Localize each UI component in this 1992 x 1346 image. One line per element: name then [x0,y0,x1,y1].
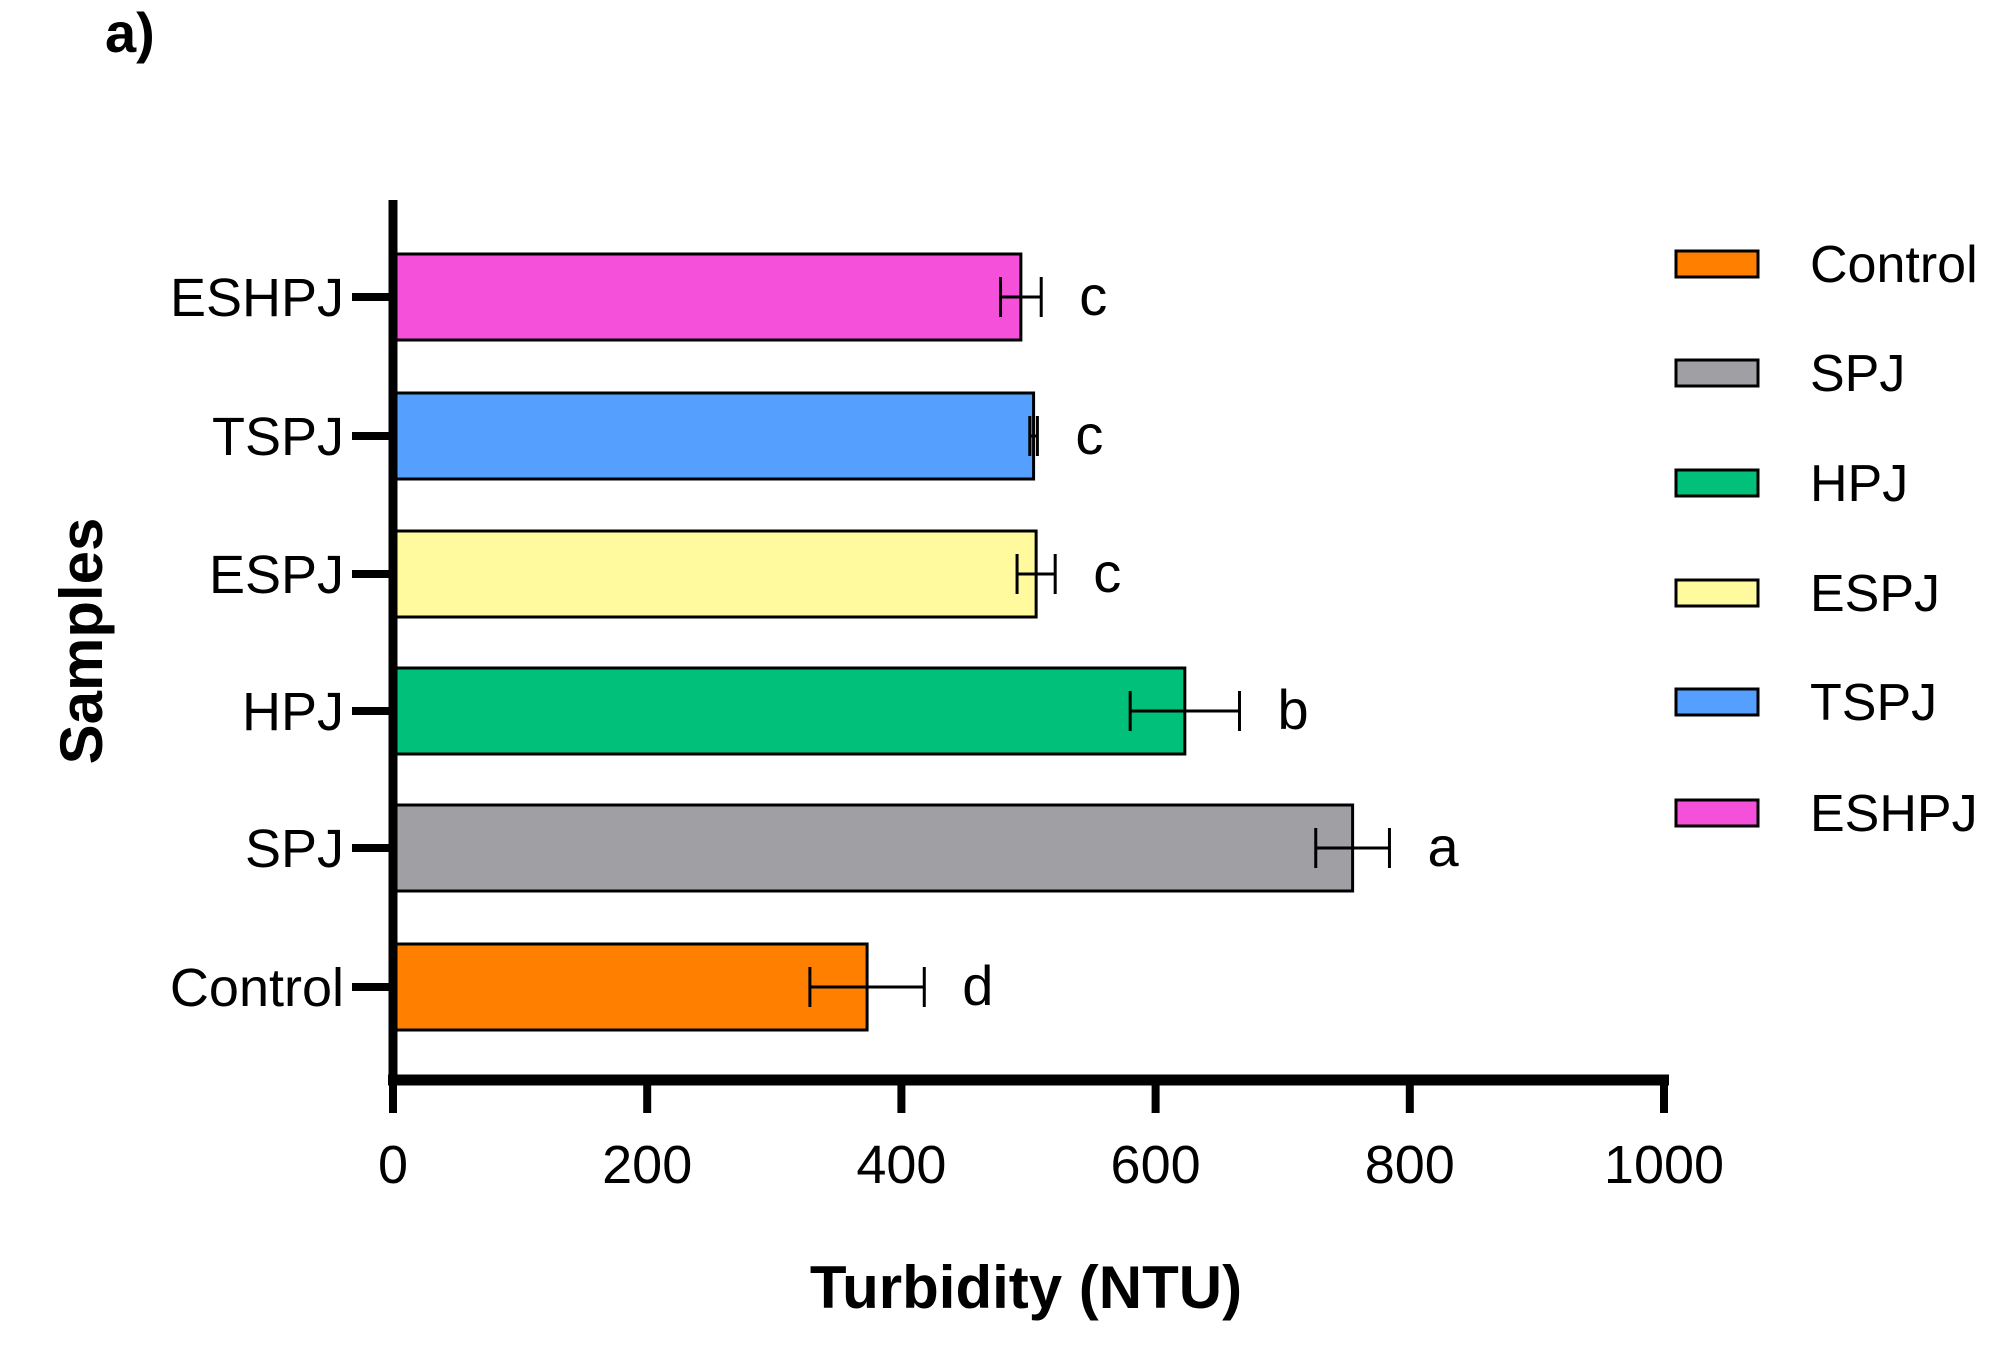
x-tick-label: 0 [378,1135,408,1195]
significance-letter: d [962,954,993,1017]
y-tick-label: SPJ [245,819,344,879]
bar-espj [391,529,1038,619]
significance-letter: a [1427,815,1459,878]
legend-swatch-spj [1674,358,1760,388]
legend-label: TSPJ [1810,674,1937,732]
x-tick-label: 400 [856,1135,946,1195]
bar-hpj [391,666,1187,756]
legend-swatch-eshpj [1674,798,1760,828]
legend-swatch-hpj [1674,468,1760,498]
x-tick-label: 200 [602,1135,692,1195]
x-tick-label: 1000 [1604,1135,1724,1195]
y-tick-label: TSPJ [212,407,344,467]
y-tick-label: Control [170,958,344,1018]
bar-spj [391,803,1355,893]
legend-label: ESPJ [1810,565,1940,623]
y-tick-label: ESHPJ [170,268,344,328]
legend-label: HPJ [1810,455,1908,513]
bar-tspj [391,391,1036,481]
significance-letter: c [1075,403,1103,466]
significance-letter: b [1277,678,1308,741]
bar-eshpj [391,252,1023,342]
significance-letter: c [1079,264,1107,327]
legend-label: Control [1810,236,1978,294]
legend-label: SPJ [1810,345,1905,403]
x-tick-label: 600 [1111,1135,1201,1195]
legend-label: ESHPJ [1810,785,1978,843]
legend-swatch-espj [1674,578,1760,608]
y-tick-label: HPJ [242,682,344,742]
legend-swatch-tspj [1674,687,1760,717]
significance-letter: c [1093,541,1121,604]
panel-label: a) [105,1,155,64]
x-axis-title: Turbidity (NTU) [810,1254,1242,1321]
x-tick-label: 800 [1365,1135,1455,1195]
y-axis-title: Samples [48,518,115,765]
bar-control [391,942,869,1032]
legend-swatch-control [1674,249,1760,279]
y-tick-label: ESPJ [209,545,344,605]
